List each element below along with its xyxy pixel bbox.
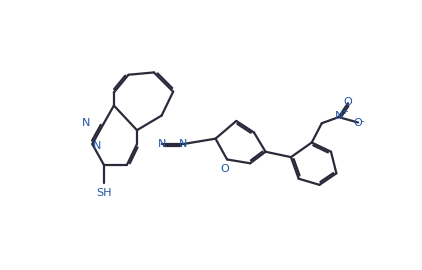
Text: N: N: [335, 110, 343, 121]
Text: O: O: [344, 97, 352, 107]
Text: O: O: [354, 118, 362, 128]
Text: +: +: [341, 107, 348, 116]
Text: N: N: [179, 139, 187, 149]
Text: -: -: [361, 116, 364, 126]
Text: SH: SH: [96, 188, 111, 198]
Text: N: N: [82, 118, 90, 128]
Text: N: N: [157, 139, 166, 149]
Text: O: O: [220, 164, 229, 174]
Text: N: N: [93, 141, 101, 151]
